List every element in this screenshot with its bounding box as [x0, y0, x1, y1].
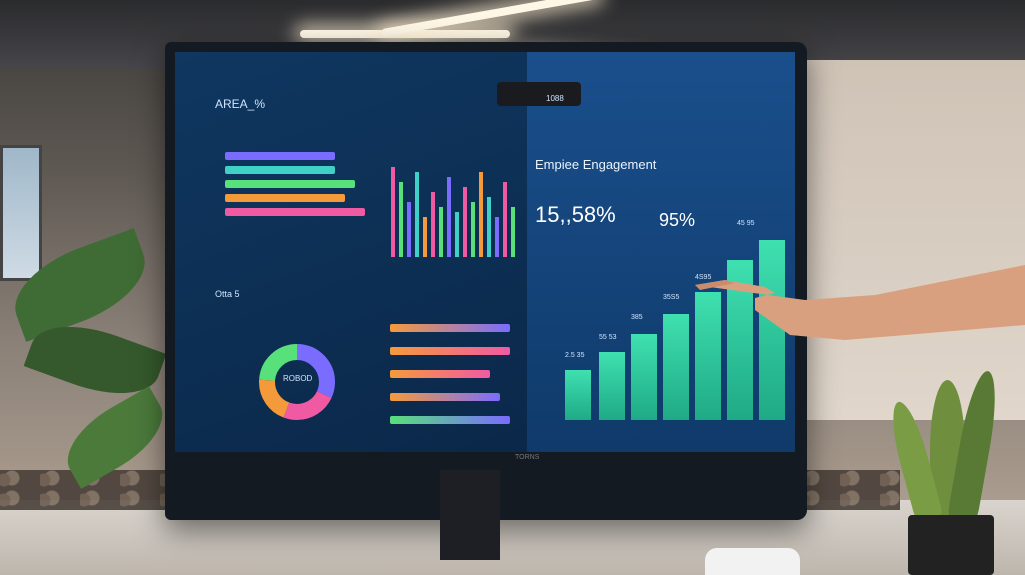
- bar-label: 55 53: [599, 334, 617, 341]
- bar-label: 2.5 35: [565, 352, 585, 359]
- engagement-panel: Empiee Engagement 15,,58% 95% 2.5 35 55 …: [527, 52, 795, 452]
- green-bar: [695, 292, 721, 420]
- hbar: [390, 370, 490, 378]
- monitor-stand: [440, 470, 500, 560]
- vbar: [479, 172, 483, 257]
- hbar: [390, 324, 510, 332]
- hbar: [225, 166, 335, 174]
- pointing-hand: [695, 265, 1025, 340]
- dashboard-screen: AREA_% Otta 5: [175, 52, 795, 452]
- engagement-metric: 15,,58%: [535, 202, 616, 227]
- vbar: [503, 182, 507, 257]
- vbar: [487, 197, 491, 257]
- bar-label: 4S95: [695, 274, 712, 281]
- window: [0, 145, 42, 281]
- hbar: [225, 152, 335, 160]
- back-wall: [800, 60, 1025, 420]
- vbar: [471, 202, 475, 257]
- green-bar: [663, 314, 689, 420]
- green-bar: [759, 240, 785, 420]
- hbar: [390, 393, 500, 401]
- webcam: [497, 82, 581, 106]
- ceiling-light: [300, 30, 510, 38]
- hbar: [225, 180, 355, 188]
- vbar: [495, 217, 499, 257]
- bar-label: 385: [631, 314, 643, 321]
- green-bar: [599, 352, 625, 420]
- vbar: [511, 207, 515, 257]
- vbar: [455, 212, 459, 257]
- donut-center-label: ROBOD: [283, 374, 313, 383]
- vbar: [447, 177, 451, 257]
- vbar: [431, 192, 435, 257]
- green-bar: [631, 334, 657, 420]
- hbar: [225, 208, 365, 216]
- bar-label: 45 95: [737, 220, 755, 227]
- hbar: [390, 416, 510, 424]
- left-panel-title: AREA_%: [215, 97, 266, 111]
- hbar: [390, 347, 510, 355]
- vbar: [399, 182, 403, 257]
- vbar: [463, 187, 467, 257]
- bar-label: 35S5: [663, 294, 680, 301]
- vbar: [391, 167, 395, 257]
- green-bar: [565, 370, 591, 420]
- vbar: [423, 217, 427, 257]
- curved-monitor: AREA_% Otta 5: [165, 42, 807, 520]
- donut-chart: [259, 344, 335, 420]
- hbar: [225, 194, 345, 202]
- monitor-brand: TORNS: [515, 454, 540, 461]
- stats-label: Otta 5: [215, 289, 240, 299]
- vbar: [415, 172, 419, 257]
- plant-pot: [908, 515, 994, 575]
- vbar: [407, 202, 411, 257]
- white-cup: [705, 548, 800, 575]
- webcam-label: 1088: [546, 94, 564, 103]
- engagement-title: Empiee Engagement: [535, 157, 657, 172]
- vbar: [439, 207, 443, 257]
- engagement-percent: 95%: [659, 210, 696, 230]
